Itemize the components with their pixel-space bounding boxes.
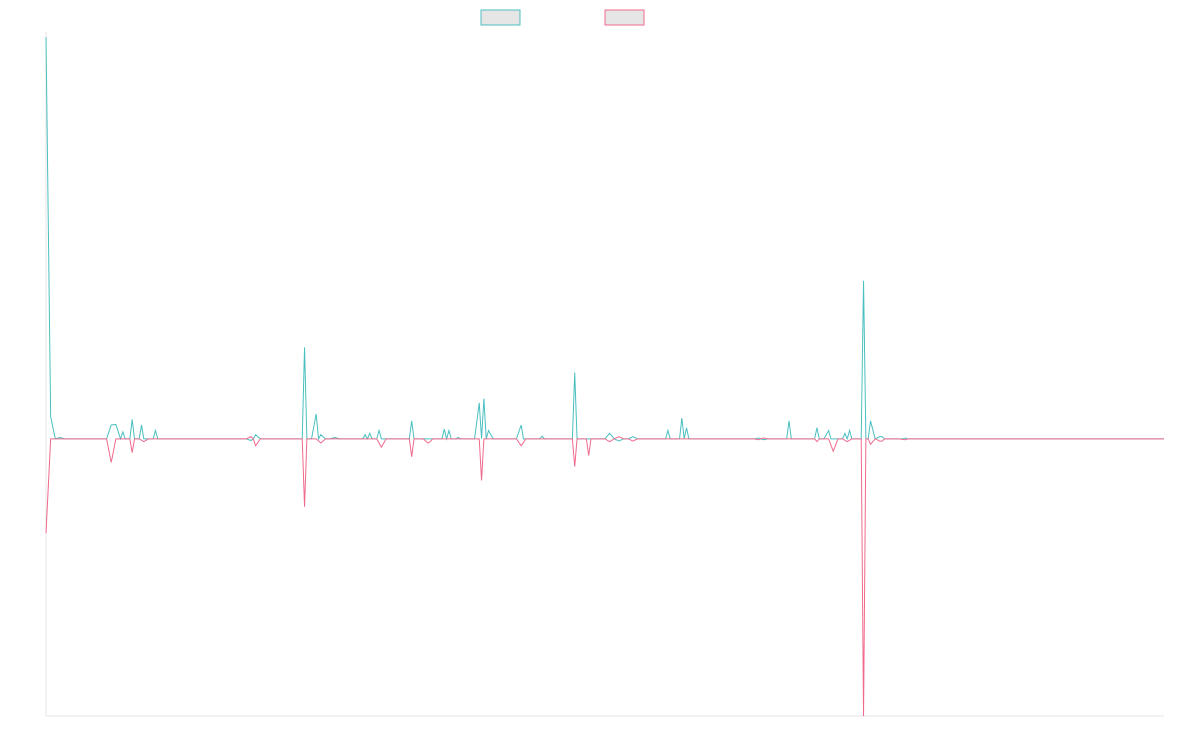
series-layer: [45, 36, 1164, 717]
series-line-1: [45, 36, 1164, 442]
series-line-2: [45, 436, 1164, 717]
legend-swatch-2[interactable]: [604, 9, 645, 26]
axes: [45, 32, 1164, 717]
legend: [480, 9, 645, 26]
legend-swatch-1[interactable]: [480, 9, 521, 26]
